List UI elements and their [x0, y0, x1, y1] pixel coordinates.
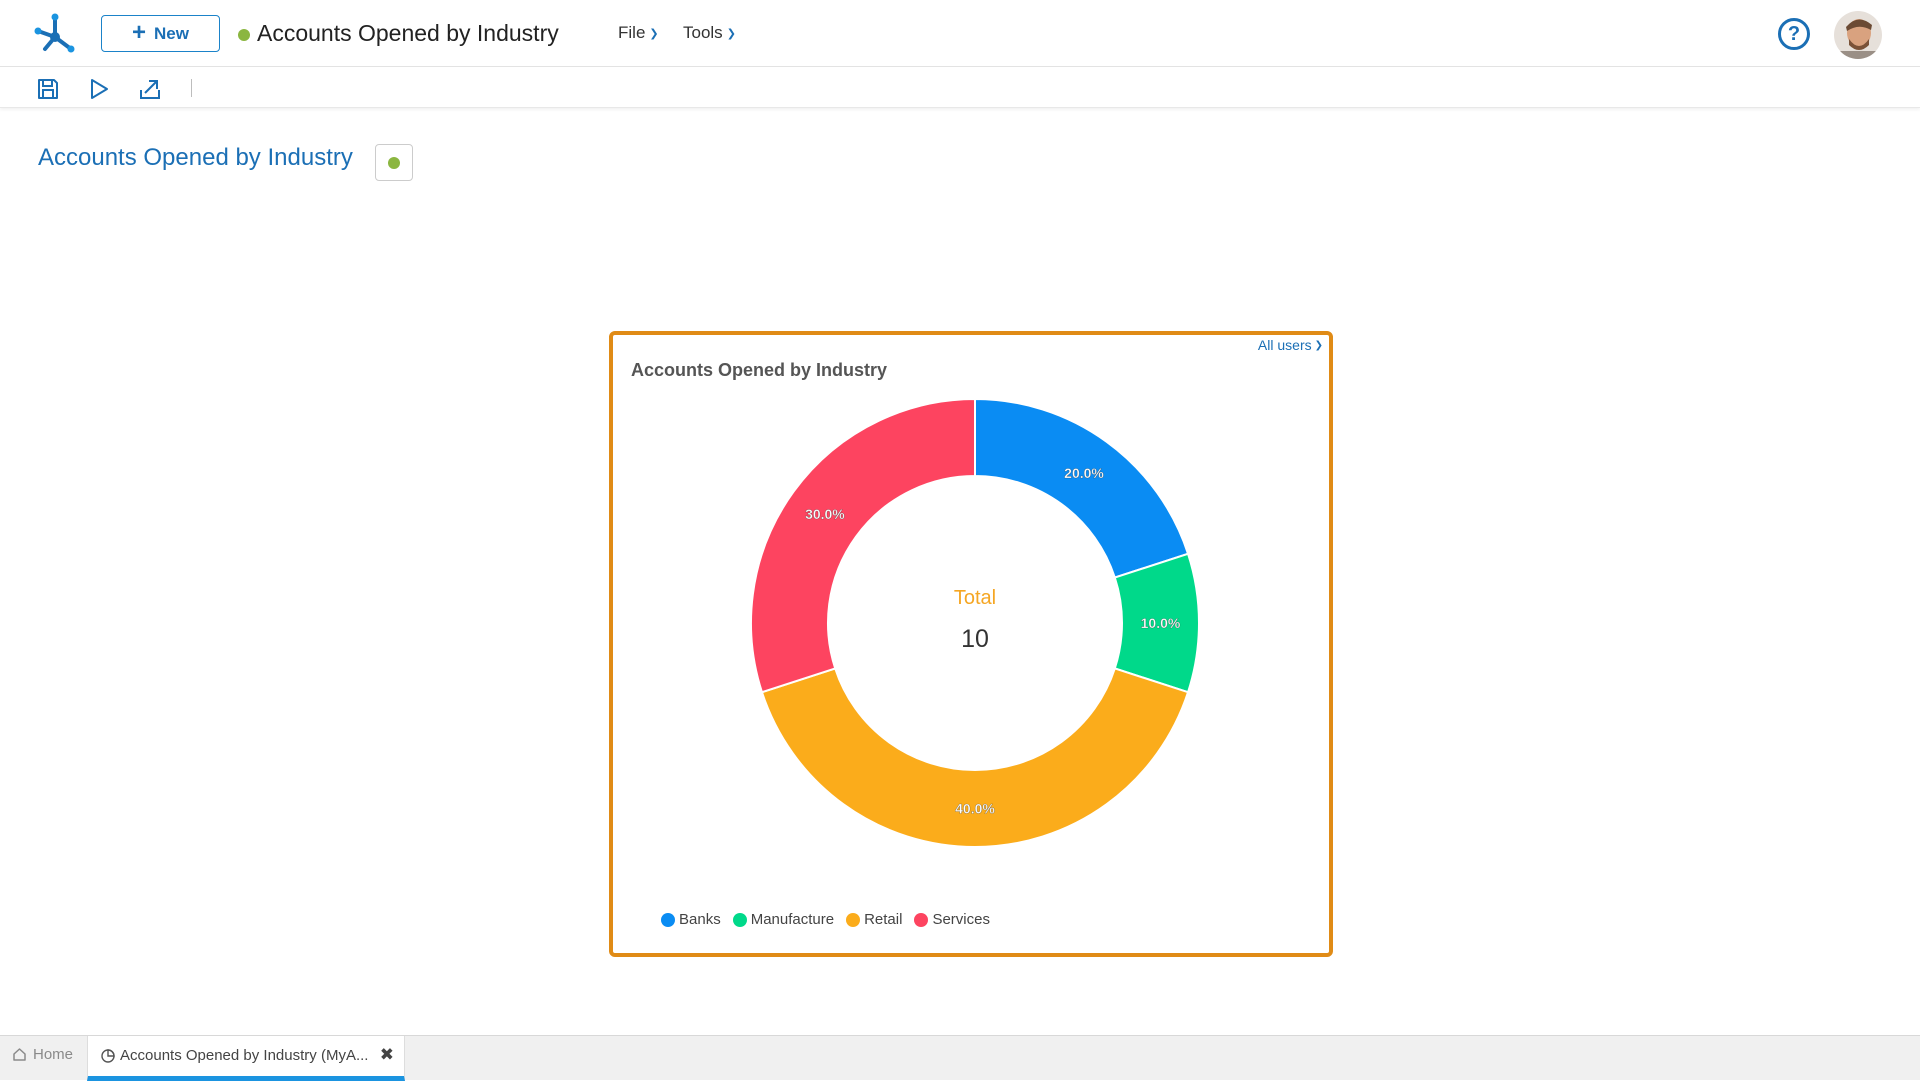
legend-label: Services — [932, 911, 990, 928]
legend-item-services[interactable]: Services — [914, 911, 990, 928]
close-icon[interactable]: ✖ — [379, 1045, 394, 1064]
legend-swatch — [661, 912, 675, 927]
donut-slice-retail[interactable] — [760, 667, 1190, 849]
chevron-down-icon: ❯ — [726, 27, 736, 40]
donut-chart: 20.0% 10.0% 40.0% 30.0% Total 10 — [750, 397, 1201, 849]
legend-label: Manufacture — [750, 911, 835, 928]
users-filter-dropdown[interactable]: All users ❯ — [1258, 337, 1323, 353]
user-avatar[interactable] — [1834, 11, 1882, 59]
help-button[interactable]: ? — [1778, 18, 1810, 50]
slice-label-services: 30.0% — [805, 506, 845, 522]
top-bar: + New Accounts Opened by Industry File ❯… — [0, 0, 1920, 67]
center-label: Total — [954, 587, 996, 609]
avatar-image — [1834, 11, 1882, 59]
widget-title: Accounts Opened by Industry — [631, 360, 888, 380]
slice-label-retail: 40.0% — [955, 801, 995, 817]
toolbar-divider — [191, 79, 192, 97]
chart-widget: All users ❯ Accounts Opened by Industry … — [609, 331, 1333, 957]
page-title: Accounts Opened by Industry — [38, 144, 353, 171]
legend-item-manufacture[interactable]: Manufacture — [732, 911, 835, 928]
users-filter-label: All users — [1257, 337, 1312, 353]
tools-menu-label: Tools — [683, 23, 723, 42]
export-icon[interactable] — [137, 76, 163, 102]
help-icon: ? — [1787, 22, 1801, 45]
tab-accounts-opened[interactable]: Accounts Opened by Industry (MyA... ✖ — [87, 1036, 405, 1081]
document-title: Accounts Opened by Industry — [257, 20, 559, 46]
new-button-label: New — [154, 23, 189, 43]
status-chip[interactable] — [375, 144, 413, 181]
toolbar — [0, 68, 1920, 108]
legend-swatch — [732, 912, 747, 927]
tab-home-label: Home — [33, 1046, 74, 1063]
pie-chart-icon — [101, 1049, 115, 1063]
tools-menu[interactable]: Tools ❯ — [683, 23, 736, 43]
tab-home[interactable]: Home — [12, 1046, 73, 1063]
legend-swatch — [846, 912, 861, 927]
donut-slice-services[interactable] — [750, 397, 976, 694]
app-logo-icon[interactable] — [33, 11, 77, 55]
center-value: 10 — [961, 625, 989, 653]
status-indicator — [238, 29, 250, 41]
file-menu-label: File — [618, 23, 646, 42]
legend-item-retail[interactable]: Retail — [846, 911, 902, 928]
plus-icon: + — [132, 18, 147, 46]
file-menu[interactable]: File ❯ — [618, 23, 659, 43]
save-icon[interactable] — [35, 76, 61, 102]
tab-label: Accounts Opened by Industry (MyA... — [120, 1047, 369, 1064]
legend-label: Retail — [864, 911, 903, 928]
donut-slice-banks[interactable] — [974, 397, 1190, 579]
slice-label-manufacture: 10.0% — [1141, 615, 1181, 631]
legend-label: Banks — [679, 911, 721, 928]
legend-swatch — [914, 912, 929, 927]
status-dot — [388, 156, 400, 169]
legend-item-banks[interactable]: Banks — [661, 911, 721, 928]
chevron-down-icon: ❯ — [649, 27, 659, 40]
home-icon — [13, 1048, 26, 1061]
slice-label-banks: 20.0% — [1064, 465, 1104, 481]
chart-legend: Banks Manufacture Retail Services — [661, 911, 990, 928]
chevron-down-icon: ❯ — [1314, 339, 1323, 351]
tab-bar: Home Accounts Opened by Industry (MyA...… — [0, 1035, 1920, 1081]
run-icon[interactable] — [86, 76, 112, 102]
new-button[interactable]: + New — [101, 15, 220, 52]
